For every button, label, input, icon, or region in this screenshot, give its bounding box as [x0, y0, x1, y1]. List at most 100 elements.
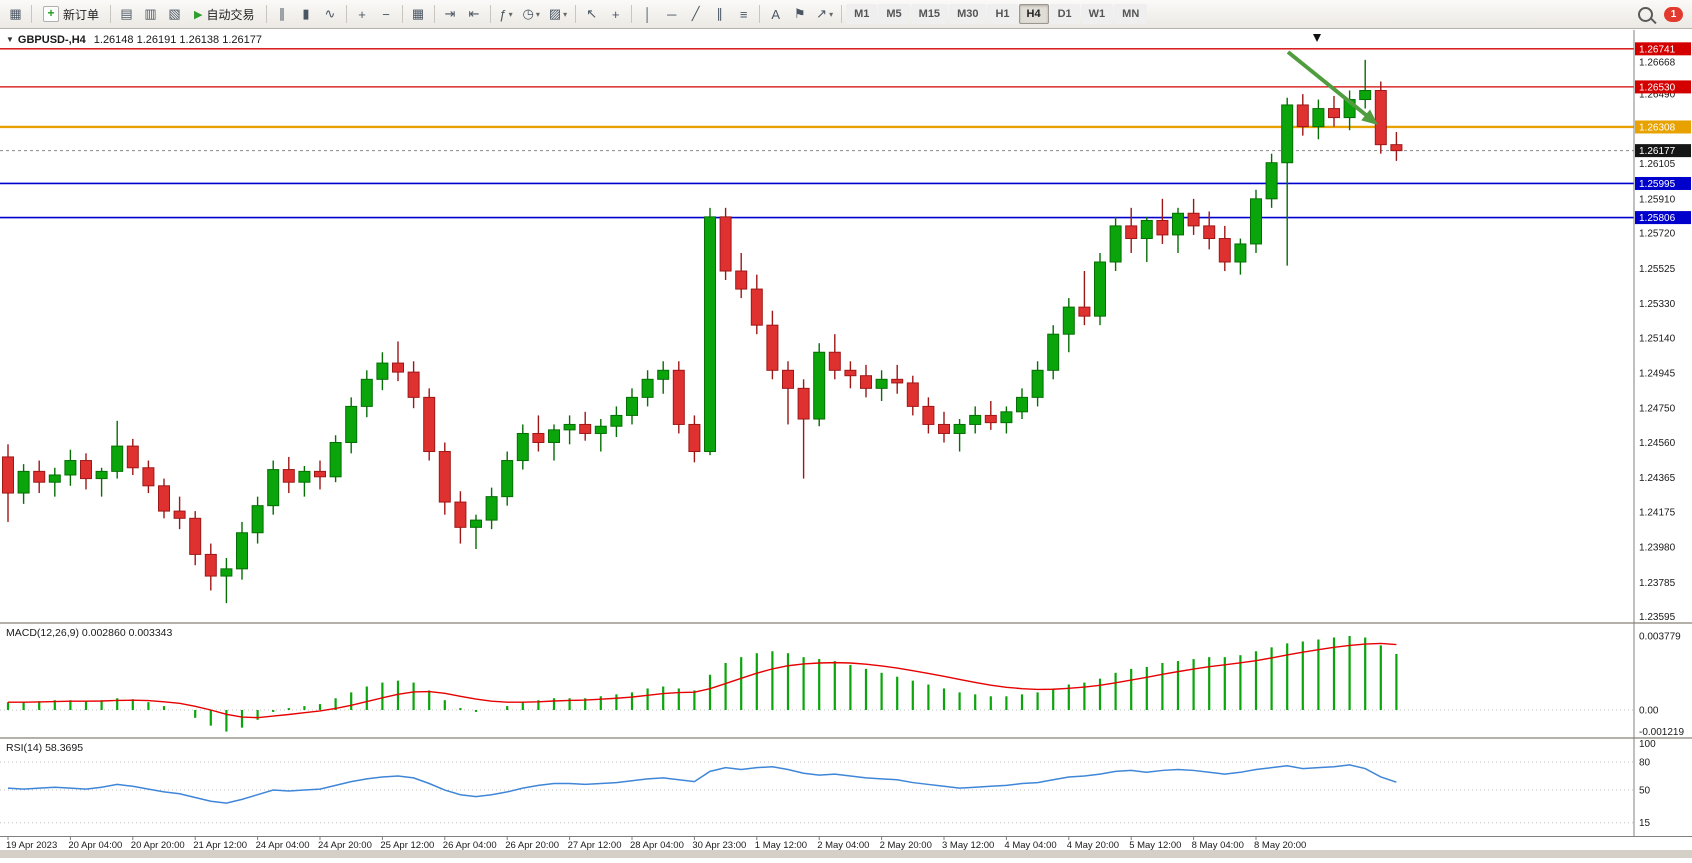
channel-icon: ∥: [716, 6, 723, 21]
svg-text:26 Apr 04:00: 26 Apr 04:00: [443, 840, 497, 851]
timeframe-M5[interactable]: M5: [878, 4, 910, 24]
rsi-pane: [0, 761, 1634, 824]
collapse-panel-icon[interactable]: ▼: [6, 35, 14, 44]
chart-shift-button[interactable]: ⇤: [463, 3, 486, 25]
tile-windows-icon: ▦: [411, 6, 425, 21]
toolbar-separator: [401, 5, 403, 23]
auto-scroll-button[interactable]: ⇥: [439, 3, 462, 25]
text-icon: A: [771, 6, 780, 22]
svg-text:1.26177: 1.26177: [1639, 146, 1676, 157]
svg-text:5 May 12:00: 5 May 12:00: [1129, 840, 1181, 851]
price-label: 1.26530: [1635, 80, 1691, 94]
zoom-out-icon: −: [382, 6, 390, 22]
svg-text:8 May 04:00: 8 May 04:00: [1192, 840, 1244, 851]
market-watch-button[interactable]: ▤: [115, 3, 138, 25]
fibonacci-button[interactable]: ≡: [732, 3, 755, 25]
svg-text:28 Apr 04:00: 28 Apr 04:00: [630, 840, 684, 851]
navigator-button[interactable]: ▥: [139, 3, 162, 25]
new-order-icon: +: [43, 6, 59, 22]
shapes-icon: ↗: [816, 6, 828, 21]
trend-arrow[interactable]: [1286, 50, 1378, 125]
new-chart-button[interactable]: ▦: [4, 3, 27, 25]
timeframe-D1[interactable]: D1: [1049, 4, 1080, 24]
cursor-icon: ↖: [586, 6, 598, 21]
svg-text:24 Apr 04:00: 24 Apr 04:00: [256, 840, 310, 851]
time-axis: 19 Apr 2023 20 Apr 04:00 20 Apr 20:00 21 Ap…: [6, 836, 1306, 851]
new-order-label: 新订单: [63, 7, 100, 22]
chart-canvas[interactable]: 1.26668 1.26490 1.26105 1.25910 1.25720 1.255…: [0, 30, 1692, 858]
svg-text:1.25525: 1.25525: [1639, 264, 1676, 275]
dropdown-arrow-icon: ▾: [829, 9, 834, 19]
rsi-header: RSI(14) 58.3695: [6, 742, 84, 754]
svg-text:30 Apr 23:00: 30 Apr 23:00: [692, 840, 746, 851]
vertical-line-button[interactable]: │: [636, 3, 659, 25]
trendline-icon: ╱: [691, 6, 700, 21]
period-dropdown-button[interactable]: ◷ ▾: [519, 3, 544, 25]
pane-divider[interactable]: [0, 737, 1692, 739]
trendline-button[interactable]: ╱: [684, 3, 707, 25]
dropdown-arrow-icon: ▾: [508, 9, 513, 19]
shapes-button[interactable]: ↗ ▾: [812, 3, 837, 25]
svg-text:1.26668: 1.26668: [1639, 58, 1676, 69]
text-button[interactable]: A: [764, 3, 787, 25]
pane-divider[interactable]: [0, 622, 1692, 624]
horizontal-line-button[interactable]: ─: [660, 3, 683, 25]
svg-text:20 Apr 04:00: 20 Apr 04:00: [68, 840, 122, 851]
svg-text:1.23980: 1.23980: [1639, 543, 1676, 554]
svg-text:1.25720: 1.25720: [1639, 229, 1676, 240]
svg-text:20 Apr 20:00: 20 Apr 20:00: [131, 840, 185, 851]
svg-text:1.25140: 1.25140: [1639, 333, 1676, 344]
notification-badge[interactable]: 1: [1664, 6, 1683, 22]
svg-text:1 May 12:00: 1 May 12:00: [755, 840, 807, 851]
svg-text:27 Apr 12:00: 27 Apr 12:00: [568, 840, 622, 851]
candles: [2, 59, 1403, 604]
toolbar: ▦ + 新订单 ▤ ▥ ▧ ▶ 自动交易 ∥ ▮ ∿ + − ▦ ⇥ ⇤ ƒ ▾ ◷ ▾ ▨ ▾ ↖ + │ ─ ╱ ∥ ≡ A ⚑ ↗ ▾ M1…: [0, 0, 1692, 29]
tile-windows-button[interactable]: ▦: [407, 3, 430, 25]
toolbar-separator: [759, 5, 761, 23]
svg-text:1.24365: 1.24365: [1639, 473, 1676, 484]
svg-text:1.25806: 1.25806: [1639, 213, 1676, 224]
timeframe-MN[interactable]: MN: [1114, 4, 1148, 24]
svg-text:24 Apr 20:00: 24 Apr 20:00: [318, 840, 372, 851]
price-axis: 1.26668 1.26490 1.26105 1.25910 1.25720 1.255…: [1639, 58, 1684, 830]
crosshair-button[interactable]: +: [604, 3, 627, 25]
label-button[interactable]: ⚑: [788, 3, 811, 25]
search-icon[interactable]: [1638, 6, 1653, 22]
timeframe-M1[interactable]: M1: [846, 4, 878, 24]
label-icon: ⚑: [793, 6, 806, 21]
zoom-out-button[interactable]: −: [375, 3, 398, 25]
vertical-line-icon: │: [643, 6, 652, 22]
terminal-button[interactable]: ▧: [163, 3, 186, 25]
svg-text:50: 50: [1639, 786, 1651, 797]
chart-window[interactable]: 1.26668 1.26490 1.26105 1.25910 1.25720 1.255…: [0, 30, 1692, 858]
candlestick-chart-icon: ▮: [302, 6, 310, 21]
candlestick-chart-button[interactable]: ▮: [295, 3, 318, 25]
line-chart-button[interactable]: ∿: [319, 3, 342, 25]
indicators-button[interactable]: ƒ ▾: [495, 3, 518, 25]
auto-trading-button[interactable]: ▶ 自动交易: [187, 3, 261, 25]
timeframe-M30[interactable]: M30: [949, 4, 987, 24]
toolbar-right: 1: [1638, 6, 1683, 22]
new-order-button[interactable]: + 新订单: [36, 3, 106, 25]
toolbar-separator: [265, 5, 267, 23]
timeframe-H4[interactable]: H4: [1018, 4, 1049, 24]
timeframe-W1[interactable]: W1: [1080, 4, 1114, 24]
indicators-icon: ƒ: [499, 6, 507, 22]
time-marker-icon: [1313, 34, 1321, 42]
cursor-button[interactable]: ↖: [580, 3, 603, 25]
symbol-period-label: GBPUSD-,H4: [17, 34, 86, 46]
bar-chart-button[interactable]: ∥: [271, 3, 294, 25]
timeframe-M15[interactable]: M15: [910, 4, 949, 24]
template-dropdown-button[interactable]: ▨ ▾: [545, 3, 571, 25]
svg-text:19 Apr 2023: 19 Apr 2023: [6, 840, 57, 851]
svg-text:1.23785: 1.23785: [1639, 578, 1676, 589]
chart-shift-icon: ⇤: [468, 6, 480, 21]
price-label: 1.25995: [1635, 176, 1691, 190]
price-label: 1.25806: [1635, 211, 1691, 225]
bar-chart-icon: ∥: [278, 6, 286, 21]
timeframe-H1[interactable]: H1: [987, 4, 1018, 24]
channel-button[interactable]: ∥: [708, 3, 731, 25]
svg-text:26 Apr 20:00: 26 Apr 20:00: [505, 840, 559, 851]
zoom-in-button[interactable]: +: [351, 3, 374, 25]
svg-text:2 May 20:00: 2 May 20:00: [880, 840, 932, 851]
